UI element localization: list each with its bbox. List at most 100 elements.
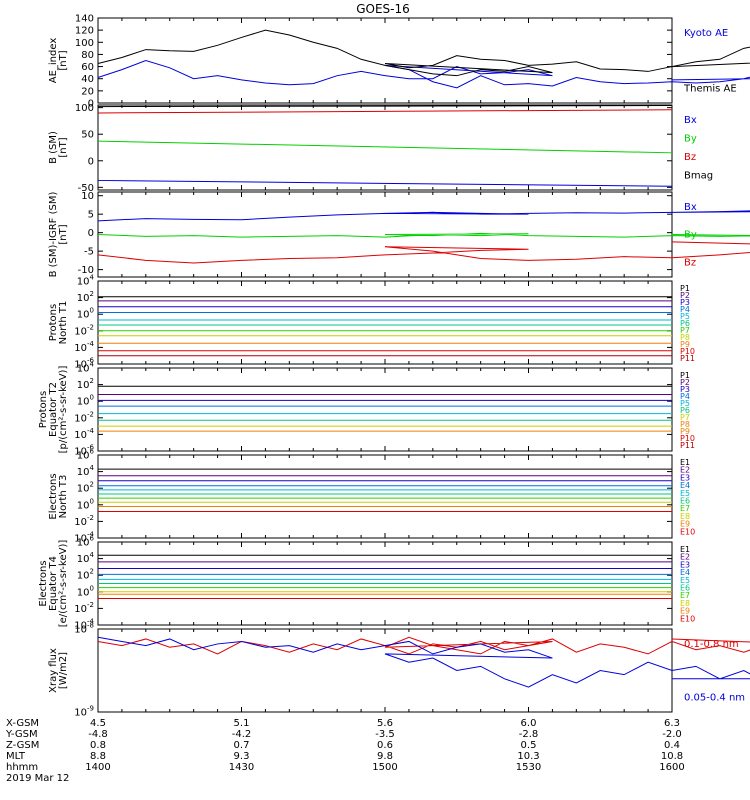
legend-entry: E2 [680,466,690,475]
series-line-by [97,232,750,238]
panel-frame [97,454,673,539]
footer-value: 1600 [659,762,684,773]
legend-entry: E5 [680,489,690,498]
chart-title: GOES-16 [356,2,410,16]
y-tick-label: 50 [81,130,94,141]
y-tick-label: 102 [77,377,94,391]
y-axis-label: [nT] [58,224,69,244]
legend-entry: Themis AE [683,83,737,94]
footer-value: 4.5 [90,718,106,729]
y-tick-label: 104 [77,464,95,478]
y-tick-label: 20 [81,86,94,97]
series-line-bx [97,210,750,222]
series-line-bx [97,179,673,187]
legend-entry: E9 [680,607,690,616]
y-axis-label: [nT] [58,50,69,70]
footer-date: 2019 Mar 12 [6,773,69,784]
y-tick-label: -50 [78,183,94,194]
legend-entry: P9 [680,340,690,349]
y-tick-label: 100 [77,394,94,408]
footer-value: 1430 [229,762,254,773]
y-tick-label: 80 [81,50,94,61]
legend-entry: P2 [680,291,690,300]
y-tick-label: 0 [88,156,94,167]
legend-entry: P3 [680,298,690,307]
footer-value: 5.6 [377,718,393,729]
y-axis-label: [W/m2] [58,652,69,689]
footer-value: 0.8 [90,740,106,751]
y-tick-label: 100 [77,584,94,598]
legend-entry: E5 [680,576,690,585]
y-tick-label: 120 [75,26,94,37]
footer-row-label: hhmm [6,762,38,773]
legend-entry: P10 [680,347,695,356]
y-axis-label: Equator T2 [48,382,59,437]
footer-value: 9.8 [377,751,393,762]
legend-entry: P6 [680,406,690,415]
legend-entry: P5 [680,312,690,321]
panel-3: -10 -5 0 5 10 B (SM)-IGRF (SM) [nT] Bx By Bz [48,191,750,278]
legend-entry: E7 [680,591,690,600]
legend-entry: By [684,133,697,144]
footer-value: 9.3 [234,751,250,762]
series-line-kyoto-ae [97,59,750,89]
footer-value: 1530 [516,762,541,773]
legend-entry: Bx [684,202,697,213]
series-line-themis-ae [97,29,750,77]
y-tick-label: 10-4 [74,340,94,354]
series-line-bmag [97,105,673,108]
y-tick-label: 5 [88,210,94,221]
legend-entry: E4 [680,568,690,577]
legend-entry: E8 [680,512,690,521]
y-tick-label: 106 [77,448,95,462]
y-axis-label: B (SM) [48,131,59,164]
legend-entry: P4 [680,305,690,314]
footer-row-label: Y-GSM [5,729,38,740]
panel-frame [97,280,673,365]
series-line-bz [97,241,750,264]
y-axis-label: Electrons [48,473,59,519]
y-tick-label: 104 [77,361,95,375]
y-tick-label: 10-8 [74,622,94,636]
panel-2: -50 0 50 100 B (SM) [nT] Bx By Bz Bmag [48,103,713,194]
footer-value: 5.1 [234,718,250,729]
y-axis-label: [p/(cm²-s-sr-keV)] [58,366,69,454]
legend-entry: E3 [680,473,690,482]
y-tick-label: 10-4 [74,427,94,441]
legend-entry: E6 [680,584,690,593]
y-axis-label: [e/(cm²-s-sr-keV)] [58,540,69,628]
footer-value: -2.0 [662,729,682,740]
y-tick-label: 102 [77,481,94,495]
legend-entry: By [684,230,697,241]
legend-entry: Bx [684,115,697,126]
y-tick-label: 106 [77,535,95,549]
footer-row-label: Z-GSM [6,740,39,751]
y-tick-label: 140 [75,14,94,25]
legend-entry: P7 [680,413,690,422]
legend-entry: E2 [680,553,690,562]
legend-entry: E10 [680,614,695,623]
y-tick-label: 10-2 [74,514,94,528]
y-tick-label: 10-2 [74,601,94,615]
legend-entry: E7 [680,504,690,513]
panel-frame [97,628,673,713]
legend-entry: E4 [680,481,690,490]
legend-entry: E3 [680,560,690,569]
legend-entry: P1 [680,284,690,293]
y-tick-label: 10 [81,191,94,202]
legend-entry: E6 [680,497,690,506]
footer-value: 6.3 [664,718,680,729]
footer-value: 1500 [372,762,397,773]
legend-entry: 0.05-0.4 nm [684,693,745,704]
y-axis-label: B (SM)-IGRF (SM) [48,192,59,278]
legend-entry: Bmag [684,170,713,181]
y-axis-label: Protons [48,304,59,341]
footer-value: -3.5 [375,729,395,740]
y-tick-label: 104 [77,274,95,288]
legend-entry: P8 [680,333,690,342]
footer-value: 10.3 [517,751,539,762]
